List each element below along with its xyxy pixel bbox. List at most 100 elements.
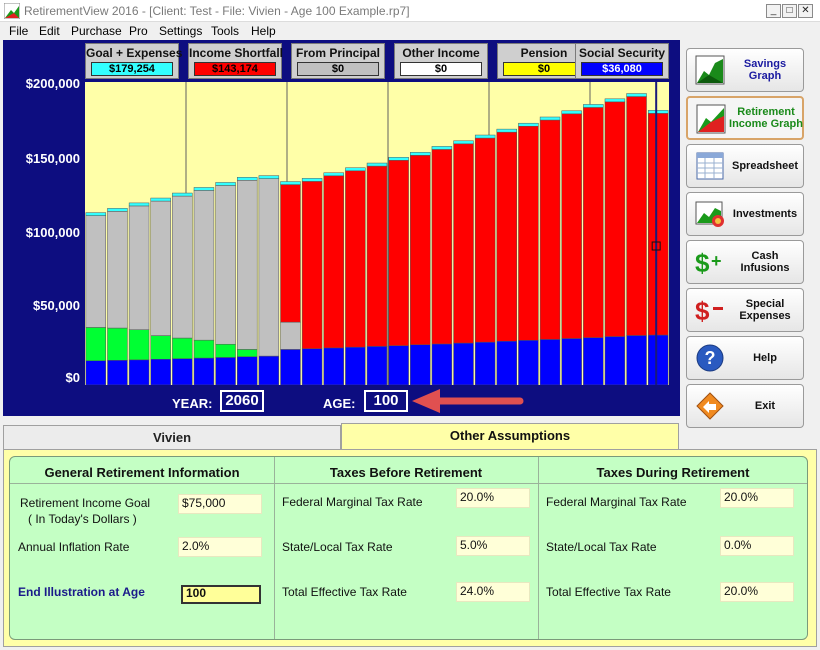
- bar-segment-from-principal[interactable]: [215, 185, 236, 345]
- bar-segment-income-shortfall[interactable]: [431, 149, 453, 345]
- bar-segment-goal-expenses[interactable]: [474, 134, 496, 139]
- bar-segment-income-shortfall[interactable]: [453, 143, 474, 344]
- bar-segment-social-security[interactable]: [280, 349, 301, 386]
- bar-segment-income-shortfall[interactable]: [496, 131, 517, 342]
- bar-segment-goal-expenses[interactable]: [323, 172, 344, 177]
- bar-segment-other-income[interactable]: [85, 327, 107, 362]
- bar-chart[interactable]: [85, 82, 669, 386]
- state-rate-before-field[interactable]: 5.0%: [456, 536, 530, 556]
- bar-segment-goal-expenses[interactable]: [518, 122, 539, 127]
- bar-segment-goal-expenses[interactable]: [388, 157, 409, 161]
- bar-segment-from-principal[interactable]: [237, 180, 258, 350]
- bar-segment-goal-expenses[interactable]: [496, 128, 517, 133]
- savings-graph-button[interactable]: Savings Graph: [686, 48, 804, 92]
- bar-segment-other-income[interactable]: [215, 344, 236, 358]
- bar-segment-social-security[interactable]: [474, 341, 496, 386]
- bar-segment-from-principal[interactable]: [128, 205, 150, 330]
- bar-segment-social-security[interactable]: [237, 356, 258, 386]
- bar-segment-other-income[interactable]: [128, 329, 150, 361]
- bar-segment-goal-expenses[interactable]: [431, 146, 453, 150]
- bar-segment-social-security[interactable]: [85, 360, 107, 386]
- bar-segment-goal-expenses[interactable]: [410, 152, 431, 156]
- bar-segment-income-shortfall[interactable]: [388, 160, 409, 346]
- bar-segment-goal-expenses[interactable]: [280, 181, 301, 185]
- maximize-button[interactable]: □: [782, 4, 797, 18]
- bar-segment-from-principal[interactable]: [172, 195, 193, 339]
- bar-segment-social-security[interactable]: [107, 360, 128, 386]
- bar-segment-income-shortfall[interactable]: [301, 181, 323, 349]
- bar-segment-from-principal[interactable]: [258, 178, 280, 357]
- bar-segment-from-principal[interactable]: [107, 211, 128, 329]
- bar-segment-goal-expenses[interactable]: [258, 175, 280, 179]
- bar-segment-social-security[interactable]: [323, 347, 344, 386]
- bar-segment-other-income[interactable]: [172, 337, 193, 359]
- bar-segment-goal-expenses[interactable]: [583, 104, 604, 108]
- eff-rate-during-field[interactable]: 20.0%: [720, 582, 794, 602]
- bar-segment-goal-expenses[interactable]: [345, 167, 366, 172]
- bar-segment-goal-expenses[interactable]: [215, 182, 236, 186]
- menu-help[interactable]: Help: [251, 24, 276, 38]
- help-button[interactable]: ? Help: [686, 336, 804, 380]
- bar-segment-social-security[interactable]: [561, 338, 582, 386]
- bar-segment-goal-expenses[interactable]: [107, 208, 128, 212]
- spreadsheet-button[interactable]: Spreadsheet: [686, 144, 804, 188]
- bar-segment-social-security[interactable]: [128, 359, 150, 386]
- bar-segment-income-shortfall[interactable]: [345, 170, 366, 348]
- bar-segment-from-principal[interactable]: [193, 190, 215, 341]
- special-expenses-button[interactable]: $ Special Expenses: [686, 288, 804, 332]
- inflation-field[interactable]: 2.0%: [178, 537, 262, 557]
- close-button[interactable]: ✕: [798, 4, 813, 18]
- bar-segment-social-security[interactable]: [172, 358, 193, 386]
- bar-segment-social-security[interactable]: [150, 359, 171, 386]
- bar-segment-goal-expenses[interactable]: [301, 178, 323, 182]
- cash-infusions-button[interactable]: $ + Cash Infusions: [686, 240, 804, 284]
- bar-segment-income-shortfall[interactable]: [539, 119, 561, 340]
- bar-segment-goal-expenses[interactable]: [172, 192, 193, 197]
- menu-purchase[interactable]: Purchase: [71, 24, 122, 38]
- menu-settings[interactable]: Settings: [159, 24, 203, 38]
- menu-tools[interactable]: Tools: [211, 24, 240, 38]
- tab-other-assumptions[interactable]: Other Assumptions: [341, 423, 679, 449]
- bar-segment-social-security[interactable]: [626, 335, 647, 386]
- bar-segment-goal-expenses[interactable]: [237, 177, 258, 181]
- bar-segment-social-security[interactable]: [453, 342, 474, 386]
- bar-segment-goal-expenses[interactable]: [604, 98, 626, 103]
- bar-segment-other-income[interactable]: [107, 327, 128, 361]
- bar-segment-goal-expenses[interactable]: [85, 212, 107, 216]
- bar-segment-income-shortfall[interactable]: [583, 107, 604, 338]
- bar-segment-social-security[interactable]: [193, 357, 215, 386]
- bar-segment-other-income[interactable]: [193, 339, 215, 359]
- bar-segment-social-security[interactable]: [431, 343, 453, 386]
- bar-segment-social-security[interactable]: [583, 337, 604, 386]
- bar-segment-income-shortfall[interactable]: [410, 155, 431, 345]
- bar-segment-social-security[interactable]: [604, 336, 626, 386]
- bar-segment-goal-expenses[interactable]: [647, 110, 669, 114]
- bar-segment-social-security[interactable]: [258, 355, 280, 386]
- menu-file[interactable]: File: [9, 24, 29, 38]
- bar-segment-income-shortfall[interactable]: [626, 96, 647, 336]
- bar-segment-social-security[interactable]: [215, 357, 236, 386]
- bar-segment-goal-expenses[interactable]: [366, 162, 388, 167]
- bar-segment-income-shortfall[interactable]: [561, 113, 582, 339]
- plot-area[interactable]: [85, 82, 669, 386]
- bar-segment-income-shortfall[interactable]: [280, 184, 301, 323]
- bar-segment-goal-expenses[interactable]: [453, 140, 474, 145]
- bar-segment-social-security[interactable]: [366, 346, 388, 386]
- exit-button[interactable]: Exit: [686, 384, 804, 428]
- marker-handle-icon[interactable]: [651, 241, 661, 251]
- eff-rate-before-field[interactable]: 24.0%: [456, 582, 530, 602]
- bar-segment-other-income[interactable]: [150, 335, 171, 360]
- bar-segment-other-income[interactable]: [237, 349, 258, 357]
- investments-button[interactable]: Investments: [686, 192, 804, 236]
- menu-pro[interactable]: Pro: [129, 24, 148, 38]
- end-age-field[interactable]: 100: [181, 585, 261, 604]
- menu-edit[interactable]: Edit: [39, 24, 60, 38]
- state-rate-during-field[interactable]: 0.0%: [720, 536, 794, 556]
- bar-segment-social-security[interactable]: [539, 339, 561, 386]
- bar-segment-goal-expenses[interactable]: [626, 93, 647, 97]
- bar-segment-goal-expenses[interactable]: [193, 187, 215, 191]
- fed-rate-during-field[interactable]: 20.0%: [720, 488, 794, 508]
- bar-segment-income-shortfall[interactable]: [323, 175, 344, 349]
- bar-segment-from-principal[interactable]: [280, 321, 301, 350]
- bar-segment-income-shortfall[interactable]: [518, 125, 539, 341]
